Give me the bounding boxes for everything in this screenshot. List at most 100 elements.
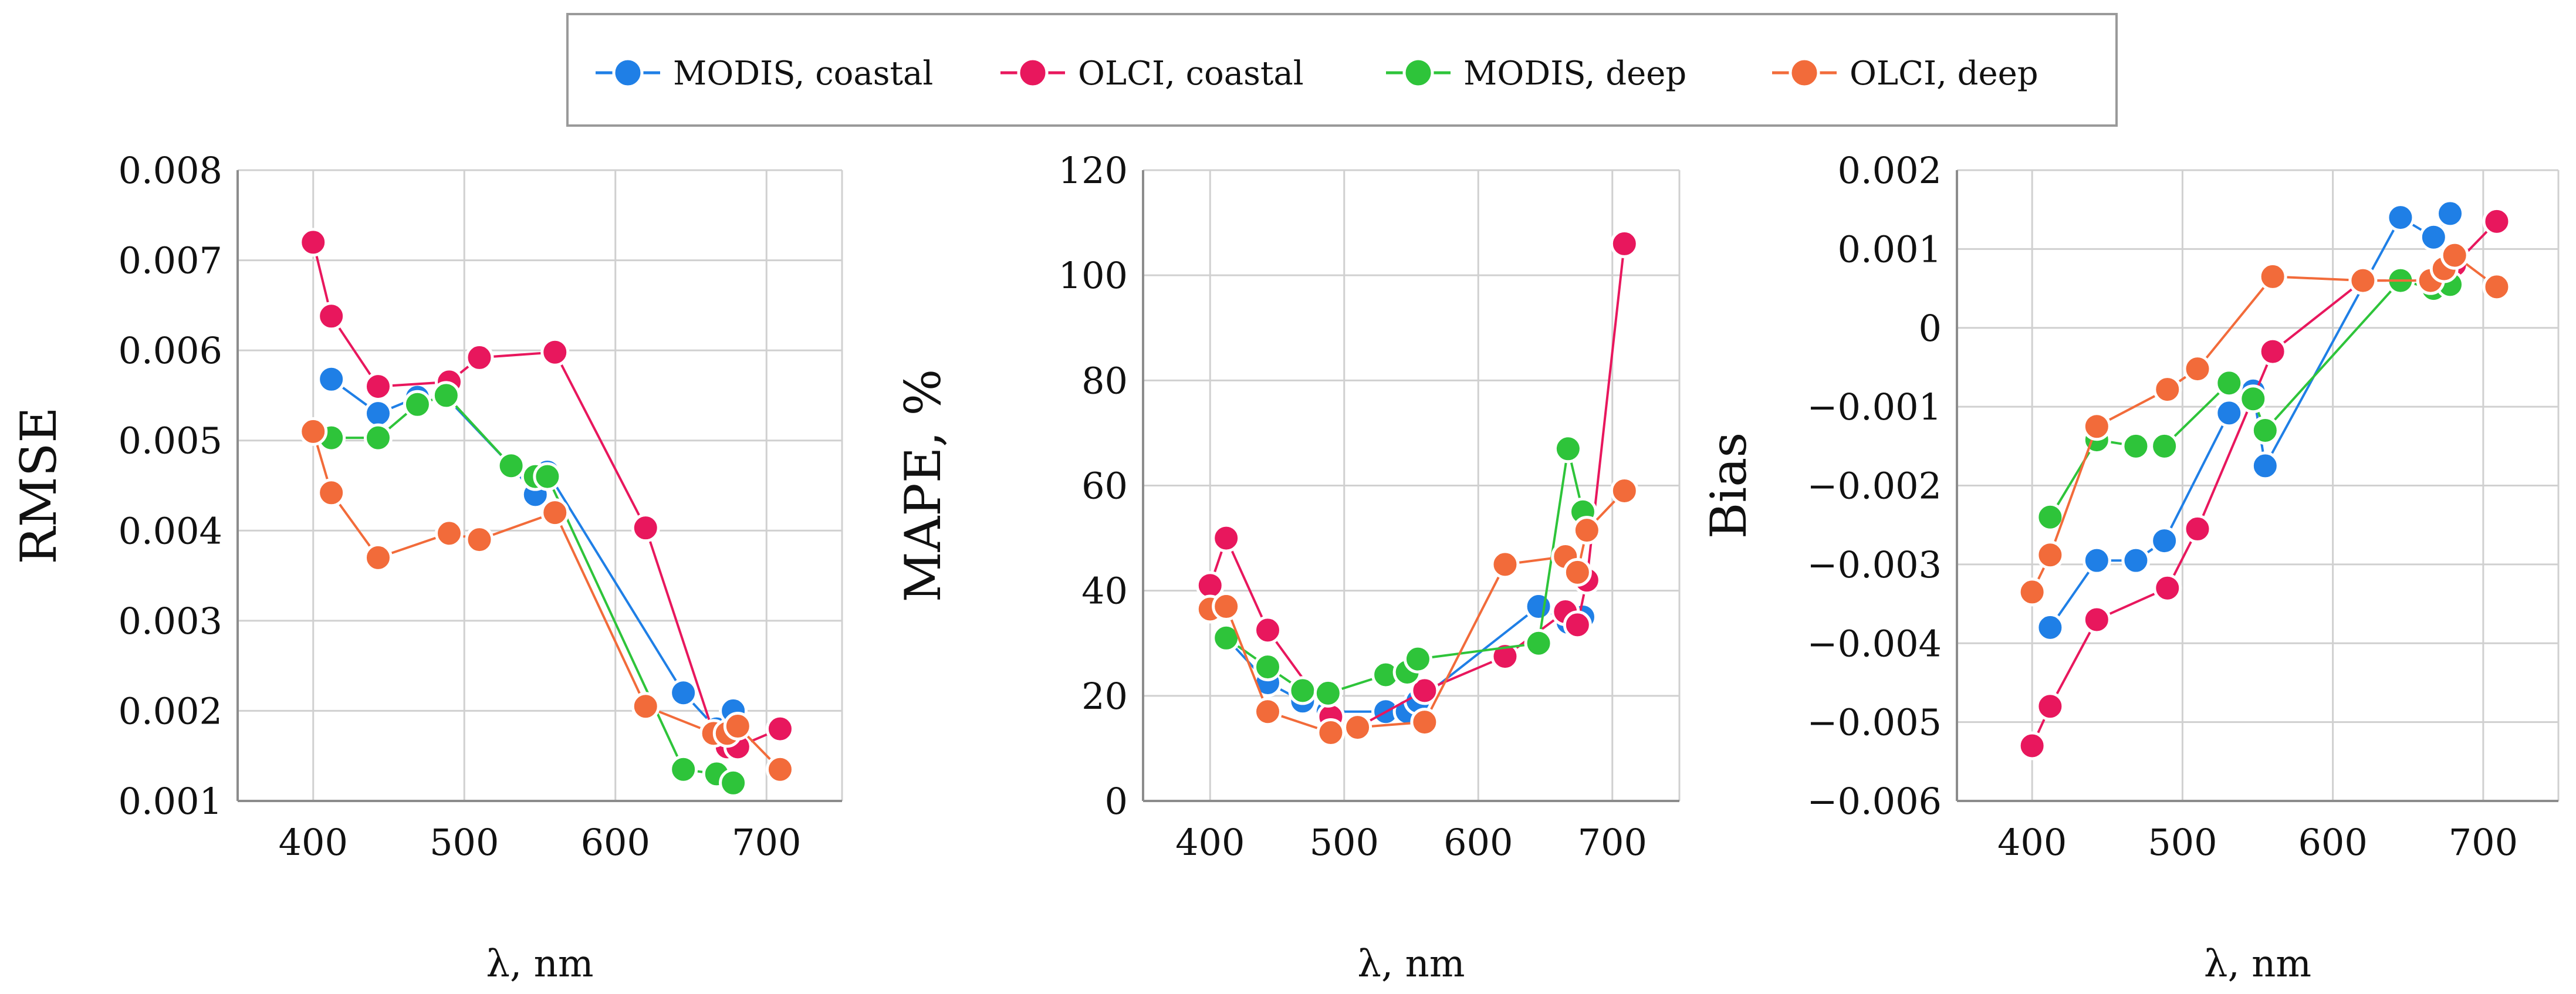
data-point-olci-coastal <box>765 714 795 743</box>
x-tick-label: 400 <box>1997 821 2067 864</box>
data-point-olci-coastal <box>1610 229 1639 258</box>
x-tick-label: 500 <box>430 821 499 864</box>
data-point-olci-deep <box>631 692 660 721</box>
data-point-olci-coastal <box>1212 523 1241 553</box>
legend-item-olci-deep: OLCI, deep <box>1772 55 2039 93</box>
y-tick-label: −0.003 <box>1807 543 1942 586</box>
data-point-olci-deep <box>1572 516 1601 545</box>
legend-item-modis-coastal: MODIS, coastal <box>596 55 933 93</box>
y-tick-label: 0.005 <box>119 420 223 462</box>
data-point-modis-coastal <box>2082 546 2111 575</box>
legend-label: OLCI, deep <box>1850 55 2039 93</box>
legend-label: MODIS, deep <box>1463 55 1686 93</box>
data-point-olci-deep <box>1343 713 1372 742</box>
data-point-modis-coastal <box>317 364 346 394</box>
series-line-modis-deep <box>331 394 734 785</box>
data-point-olci-deep <box>2036 540 2065 570</box>
data-point-modis-deep <box>363 423 393 452</box>
data-point-modis-coastal <box>2419 222 2448 252</box>
data-point-olci-deep <box>1490 550 1520 579</box>
data-point-olci-coastal <box>1490 642 1520 671</box>
legend-box <box>566 13 2118 127</box>
series-olci-deep <box>2017 241 2511 607</box>
x-tick-label: 400 <box>1175 821 1245 864</box>
series-modis-deep <box>1212 434 1597 708</box>
data-point-modis-deep <box>496 451 526 481</box>
data-point-modis-coastal <box>2386 203 2415 232</box>
data-point-olci-coastal <box>2153 573 2182 603</box>
data-point-modis-deep <box>1553 434 1583 464</box>
data-point-modis-deep <box>403 390 432 419</box>
data-point-olci-coastal <box>2036 692 2065 721</box>
panel-bias: 400 500 600 700 −0.006 −0.005 −0.004 −0.003 −0.0… <box>1700 149 2560 986</box>
data-point-olci-coastal <box>2082 605 2111 634</box>
data-point-modis-deep <box>719 768 748 797</box>
x-axis-title: λ, nm <box>1357 942 1465 986</box>
data-point-olci-coastal <box>363 372 393 401</box>
data-point-olci-coastal <box>299 228 328 257</box>
data-point-modis-coastal <box>2215 398 2244 428</box>
y-tick-label: 80 <box>1081 359 1128 402</box>
x-tick-label: 400 <box>279 821 348 864</box>
data-point-modis-coastal <box>363 399 393 428</box>
x-tick-label: 600 <box>2298 821 2367 864</box>
x-axis-title: λ, nm <box>2204 942 2311 986</box>
x-axis-title: λ, nm <box>486 942 593 986</box>
data-point-olci-deep <box>1212 592 1241 621</box>
y-tick-label: 20 <box>1081 675 1128 718</box>
data-point-olci-coastal <box>540 337 570 367</box>
data-point-modis-coastal <box>669 678 698 708</box>
y-tick-label: 0.001 <box>1838 228 1942 271</box>
data-point-modis-deep <box>431 381 461 410</box>
data-point-olci-coastal <box>317 302 346 331</box>
data-point-olci-deep <box>2440 241 2469 270</box>
x-tick-label: 600 <box>1443 821 1513 864</box>
y-tick-label: 0.002 <box>119 689 223 732</box>
y-tick-label: 0.006 <box>119 329 223 372</box>
data-point-olci-coastal <box>2258 337 2287 366</box>
data-point-modis-coastal <box>2036 613 2065 642</box>
data-point-modis-deep <box>2121 431 2151 461</box>
y-tick-label: 0.002 <box>1838 149 1942 192</box>
data-point-olci-deep <box>317 478 346 508</box>
legend-label: MODIS, coastal <box>673 55 933 93</box>
y-tick-label: 60 <box>1081 465 1128 508</box>
data-point-olci-deep <box>2082 412 2111 441</box>
data-point-modis-coastal <box>1524 592 1553 621</box>
y-tick-label: 0.004 <box>119 509 223 552</box>
data-point-olci-deep <box>2348 266 2378 295</box>
data-point-modis-deep <box>1313 678 1343 708</box>
data-point-olci-deep <box>723 712 752 741</box>
data-point-modis-coastal <box>2121 546 2151 575</box>
y-tick-label: −0.001 <box>1807 386 1942 428</box>
y-tick-label: −0.005 <box>1807 701 1942 744</box>
data-point-olci-coastal <box>1253 616 1283 645</box>
data-point-olci-deep <box>1563 557 1592 587</box>
data-point-olci-deep <box>540 498 570 528</box>
data-point-olci-deep <box>2153 375 2182 404</box>
series-modis-deep <box>2036 266 2465 532</box>
legend-label: OLCI, coastal <box>1078 55 1304 93</box>
data-point-modis-deep <box>2215 368 2244 398</box>
legend-marker <box>1017 57 1049 89</box>
data-point-olci-coastal <box>465 343 494 372</box>
data-point-olci-coastal <box>631 513 660 543</box>
legend-item-olci-coastal: OLCI, coastal <box>1000 55 1304 93</box>
data-point-modis-deep <box>533 462 562 491</box>
y-tick-label: 0.007 <box>119 239 223 282</box>
y-tick-label: 0.003 <box>119 600 223 643</box>
legend-marker <box>612 57 644 89</box>
series-modis-deep <box>317 381 748 797</box>
data-point-olci-deep <box>1253 697 1283 726</box>
data-point-olci-coastal <box>1410 676 1439 705</box>
x-tick-label: 700 <box>2449 821 2518 864</box>
y-tick-label: 0 <box>1919 307 1942 350</box>
x-tick-label: 600 <box>581 821 650 864</box>
data-point-modis-deep <box>2150 431 2179 461</box>
legend-marker <box>1402 57 1434 89</box>
data-point-modis-coastal <box>2436 199 2465 228</box>
data-point-olci-deep <box>465 525 494 555</box>
data-point-modis-deep <box>1403 644 1432 674</box>
y-axis-title: MAPE, % <box>894 369 952 603</box>
